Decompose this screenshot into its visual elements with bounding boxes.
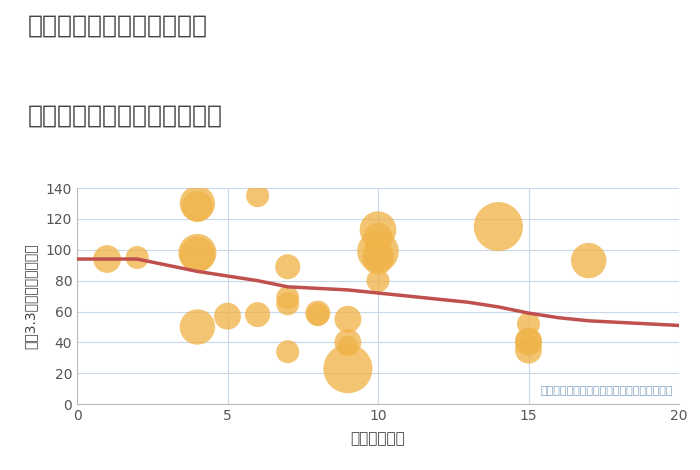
Point [523,337,534,345]
Y-axis label: 坪（3.3㎡）単価（万円）: 坪（3.3㎡）単価（万円） [23,243,37,349]
Point [312,309,323,317]
Point [342,315,354,323]
Point [493,223,504,230]
Point [583,257,594,264]
Point [222,313,233,320]
Point [372,277,384,284]
Point [372,248,384,255]
Point [282,300,293,307]
Point [252,192,263,199]
Text: 奈良県奈良市西大寺新町の: 奈良県奈良市西大寺新町の [28,14,208,38]
Point [102,255,113,263]
Point [372,226,384,234]
Point [192,323,203,331]
Point [342,365,354,372]
X-axis label: 駅距離（分）: 駅距離（分） [351,431,405,446]
Point [192,200,203,207]
Point [192,203,203,210]
Point [372,255,384,263]
Point [192,251,203,258]
Point [252,311,263,318]
Point [282,348,293,355]
Point [523,346,534,354]
Point [192,249,203,257]
Point [282,263,293,271]
Point [282,294,293,301]
Point [372,234,384,241]
Point [342,342,354,349]
Point [523,320,534,328]
Point [523,339,534,346]
Text: 円の大きさは、取引のあった物件面積を示す: 円の大きさは、取引のあった物件面積を示す [540,385,673,396]
Point [312,311,323,318]
Point [132,254,143,261]
Point [372,251,384,258]
Text: 駅距離別中古マンション価格: 駅距離別中古マンション価格 [28,103,223,127]
Point [342,339,354,346]
